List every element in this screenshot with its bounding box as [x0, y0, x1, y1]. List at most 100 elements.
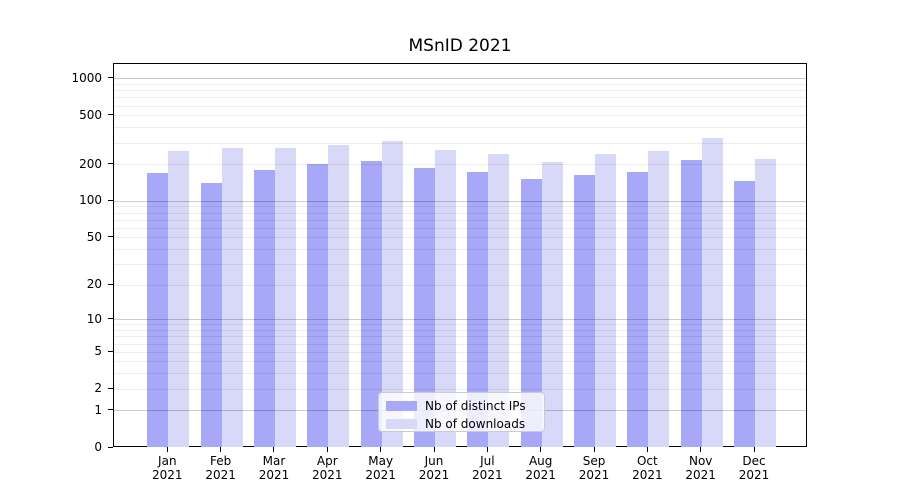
- x-tick-label: Apr 2021: [297, 454, 357, 482]
- x-tick-mark: [540, 447, 542, 452]
- gridline-minor: [114, 351, 806, 353]
- gridline-minor: [114, 127, 806, 129]
- x-tick-month: May: [368, 454, 394, 468]
- legend-label: Nb of distinct IPs: [425, 399, 526, 413]
- y-tick-label: 200: [79, 156, 102, 171]
- gridline-minor: [114, 97, 806, 99]
- x-tick-label: Sep 2021: [564, 454, 624, 482]
- bar-distinct-ips: [414, 168, 435, 447]
- x-tick-label: Jan 2021: [137, 454, 197, 482]
- x-tick-year: 2021: [685, 468, 716, 482]
- y-tick-mark: [108, 114, 113, 116]
- y-tick-label: 50: [86, 229, 102, 244]
- y-tick-mark: [108, 163, 113, 165]
- bar-distinct-ips: [360, 160, 382, 447]
- x-tick-mark: [326, 447, 328, 452]
- bar-distinct-ips: [574, 174, 596, 447]
- x-tick-mark: [753, 447, 755, 452]
- gridline-minor: [114, 227, 806, 229]
- legend-item: Nb of distinct IPs: [386, 399, 526, 413]
- bar-downloads: [381, 141, 403, 447]
- bar-distinct-ips: [147, 172, 169, 447]
- bar-downloads: [221, 148, 243, 447]
- y-tick-label: 2: [94, 381, 102, 396]
- gridline-minor: [114, 105, 806, 107]
- gridline-minor: [114, 115, 806, 117]
- gridline-minor: [114, 373, 806, 375]
- x-tick-year: 2021: [312, 468, 343, 482]
- x-tick-month: Dec: [742, 454, 766, 468]
- y-tick-mark: [108, 283, 113, 285]
- x-tick-year: 2021: [632, 468, 663, 482]
- gridline-minor: [114, 343, 806, 345]
- gridline-major: [114, 200, 806, 202]
- legend-label: Nb of downloads: [425, 417, 526, 431]
- gridline-minor: [114, 263, 806, 265]
- bar-downloads: [274, 147, 296, 447]
- x-tick-mark: [646, 447, 648, 452]
- bar-distinct-ips: [627, 171, 649, 447]
- y-tick-label: 500: [79, 107, 102, 122]
- gridline-minor: [114, 142, 806, 144]
- x-tick-month: Jan: [158, 454, 177, 468]
- x-tick-month: Feb: [210, 454, 232, 468]
- y-tick-label: 100: [79, 193, 102, 208]
- y-tick-mark: [108, 350, 113, 352]
- bar-distinct-ips: [307, 164, 329, 447]
- x-tick-month: Apr: [316, 454, 338, 468]
- x-tick-label: Oct 2021: [617, 454, 677, 482]
- gridline-minor: [114, 249, 806, 251]
- x-tick-month: Mar: [262, 454, 286, 468]
- gridline-minor: [114, 206, 806, 208]
- bar-distinct-ips: [467, 171, 489, 447]
- x-tick-mark: [273, 447, 275, 452]
- x-tick-year: 2021: [258, 468, 290, 482]
- x-tick-label: Mar 2021: [244, 454, 304, 482]
- legend-item: Nb of downloads: [386, 417, 525, 431]
- bar-distinct-ips: [520, 178, 542, 447]
- x-tick-mark: [433, 447, 435, 452]
- x-tick-year: 2021: [205, 468, 236, 482]
- y-tick-mark: [108, 199, 113, 201]
- chart-title: MSnID 2021: [408, 36, 512, 56]
- y-tick-label: 20: [86, 277, 102, 292]
- bar-distinct-ips: [680, 160, 702, 447]
- bar-downloads: [595, 153, 617, 447]
- y-tick-label: 1: [94, 402, 102, 417]
- x-tick-mark: [166, 447, 168, 452]
- x-tick-year: 2021: [418, 468, 450, 482]
- bar-distinct-ips: [253, 169, 275, 447]
- x-tick-label: Dec 2021: [724, 454, 784, 482]
- bar-downloads: [541, 161, 563, 447]
- x-tick-year: 2021: [472, 468, 503, 482]
- gridline-major: [114, 78, 806, 80]
- x-tick-label: Feb 2021: [191, 454, 251, 482]
- x-tick-year: 2021: [525, 468, 556, 482]
- x-tick-mark: [593, 447, 595, 452]
- y-tick-mark: [108, 318, 113, 320]
- legend-swatch: [386, 419, 417, 429]
- y-tick-label: 5: [94, 344, 102, 359]
- bar-downloads: [328, 144, 350, 447]
- bar-downloads: [648, 151, 670, 447]
- x-tick-label: Jun 2021: [404, 454, 464, 482]
- y-tick-mark: [108, 409, 113, 411]
- y-tick-mark: [108, 77, 113, 79]
- x-tick-month: Sep: [582, 454, 606, 468]
- x-tick-mark: [220, 447, 222, 452]
- y-tick-label: 1000: [71, 70, 102, 85]
- gridline-major: [114, 319, 806, 321]
- gridline-minor: [114, 361, 806, 363]
- gridline-minor: [114, 336, 806, 338]
- bar-downloads: [168, 151, 190, 447]
- x-tick-label: May 2021: [351, 454, 411, 482]
- x-tick-month: Oct: [636, 454, 658, 468]
- gridline-minor: [114, 219, 806, 221]
- y-tick-mark: [108, 387, 113, 389]
- gridline-minor: [114, 237, 806, 239]
- x-tick-mark: [380, 447, 382, 452]
- x-tick-mark: [700, 447, 702, 452]
- y-tick-mark: [108, 446, 113, 448]
- gridline-minor: [114, 284, 806, 286]
